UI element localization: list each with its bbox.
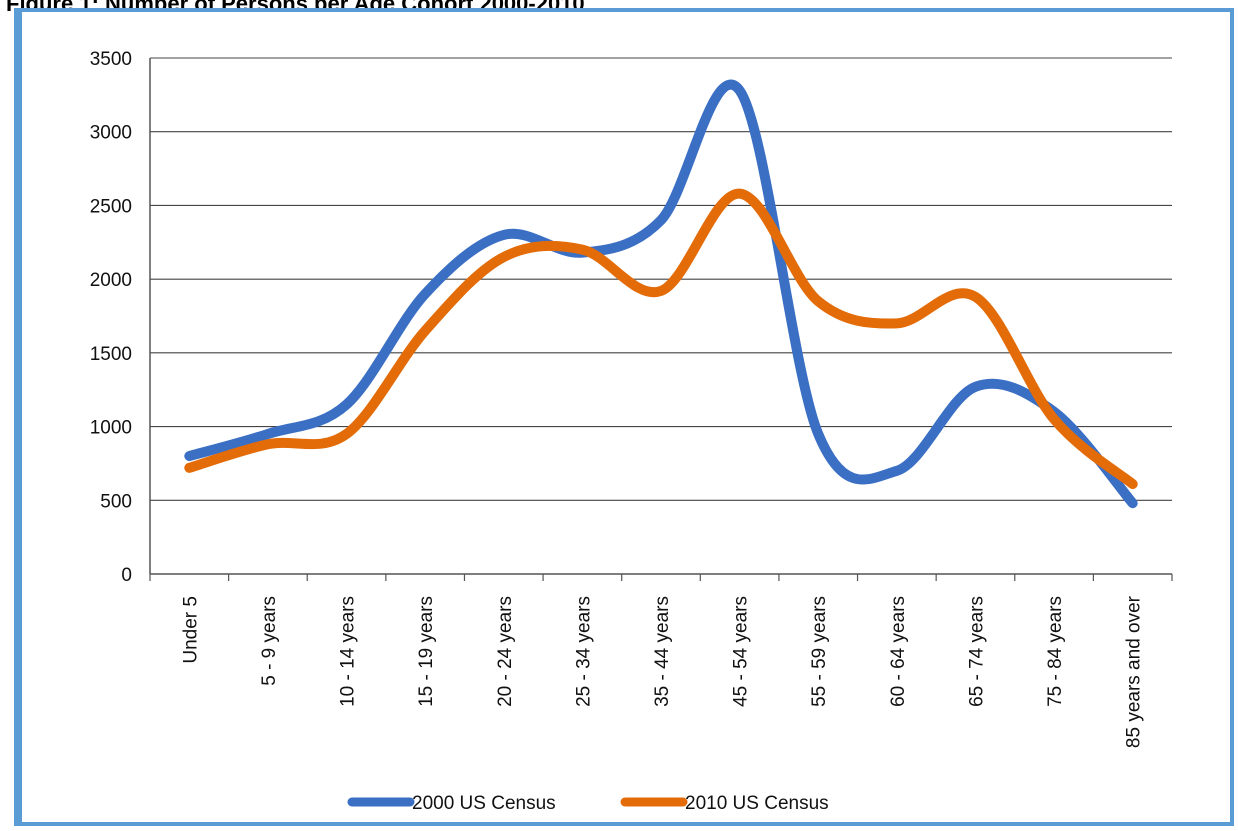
y-tick-label: 500	[100, 491, 132, 512]
y-tick-label: 3500	[90, 49, 132, 70]
y-tick-label: 2500	[90, 196, 132, 217]
x-tick-label: 20 - 24 years	[495, 596, 516, 707]
legend: 2000 US Census 2010 US Census	[347, 793, 829, 814]
series-line-2	[184, 188, 1138, 490]
x-tick-label: 65 - 74 years	[966, 596, 987, 707]
x-tick-label: 10 - 14 years	[338, 596, 359, 707]
x-tick-label: 35 - 44 years	[652, 596, 673, 707]
x-tick-label: 55 - 59 years	[809, 596, 830, 707]
x-tick-label: 25 - 34 years	[573, 596, 594, 707]
y-tick-label: 2000	[90, 270, 132, 291]
y-tick-label: 1500	[90, 344, 132, 365]
gridlines	[150, 57, 1172, 575]
x-tick-label: 60 - 64 years	[888, 596, 909, 707]
x-tick-label: 15 - 19 years	[416, 596, 437, 707]
axes: 0 500 1000 1500 2000 2500 3000 3500 Under 5 5 - 9…	[90, 49, 1173, 748]
x-tick-label: 75 - 84 years	[1045, 596, 1066, 707]
series-line-1	[184, 79, 1138, 509]
series-lines	[184, 79, 1138, 509]
x-tick-label: Under 5	[180, 596, 201, 664]
legend-label-2: 2010 US Census	[685, 793, 829, 814]
x-tick-label: 45 - 54 years	[731, 596, 752, 707]
y-tick-label: 0	[121, 565, 132, 586]
chart-frame	[14, 8, 1234, 826]
y-tick-label: 3000	[90, 123, 132, 144]
x-tick-label: 85 years and over	[1124, 595, 1145, 748]
y-tick-label: 1000	[90, 418, 132, 439]
legend-label-1: 2000 US Census	[412, 793, 556, 814]
x-tick-label: 5 - 9 years	[259, 596, 280, 686]
